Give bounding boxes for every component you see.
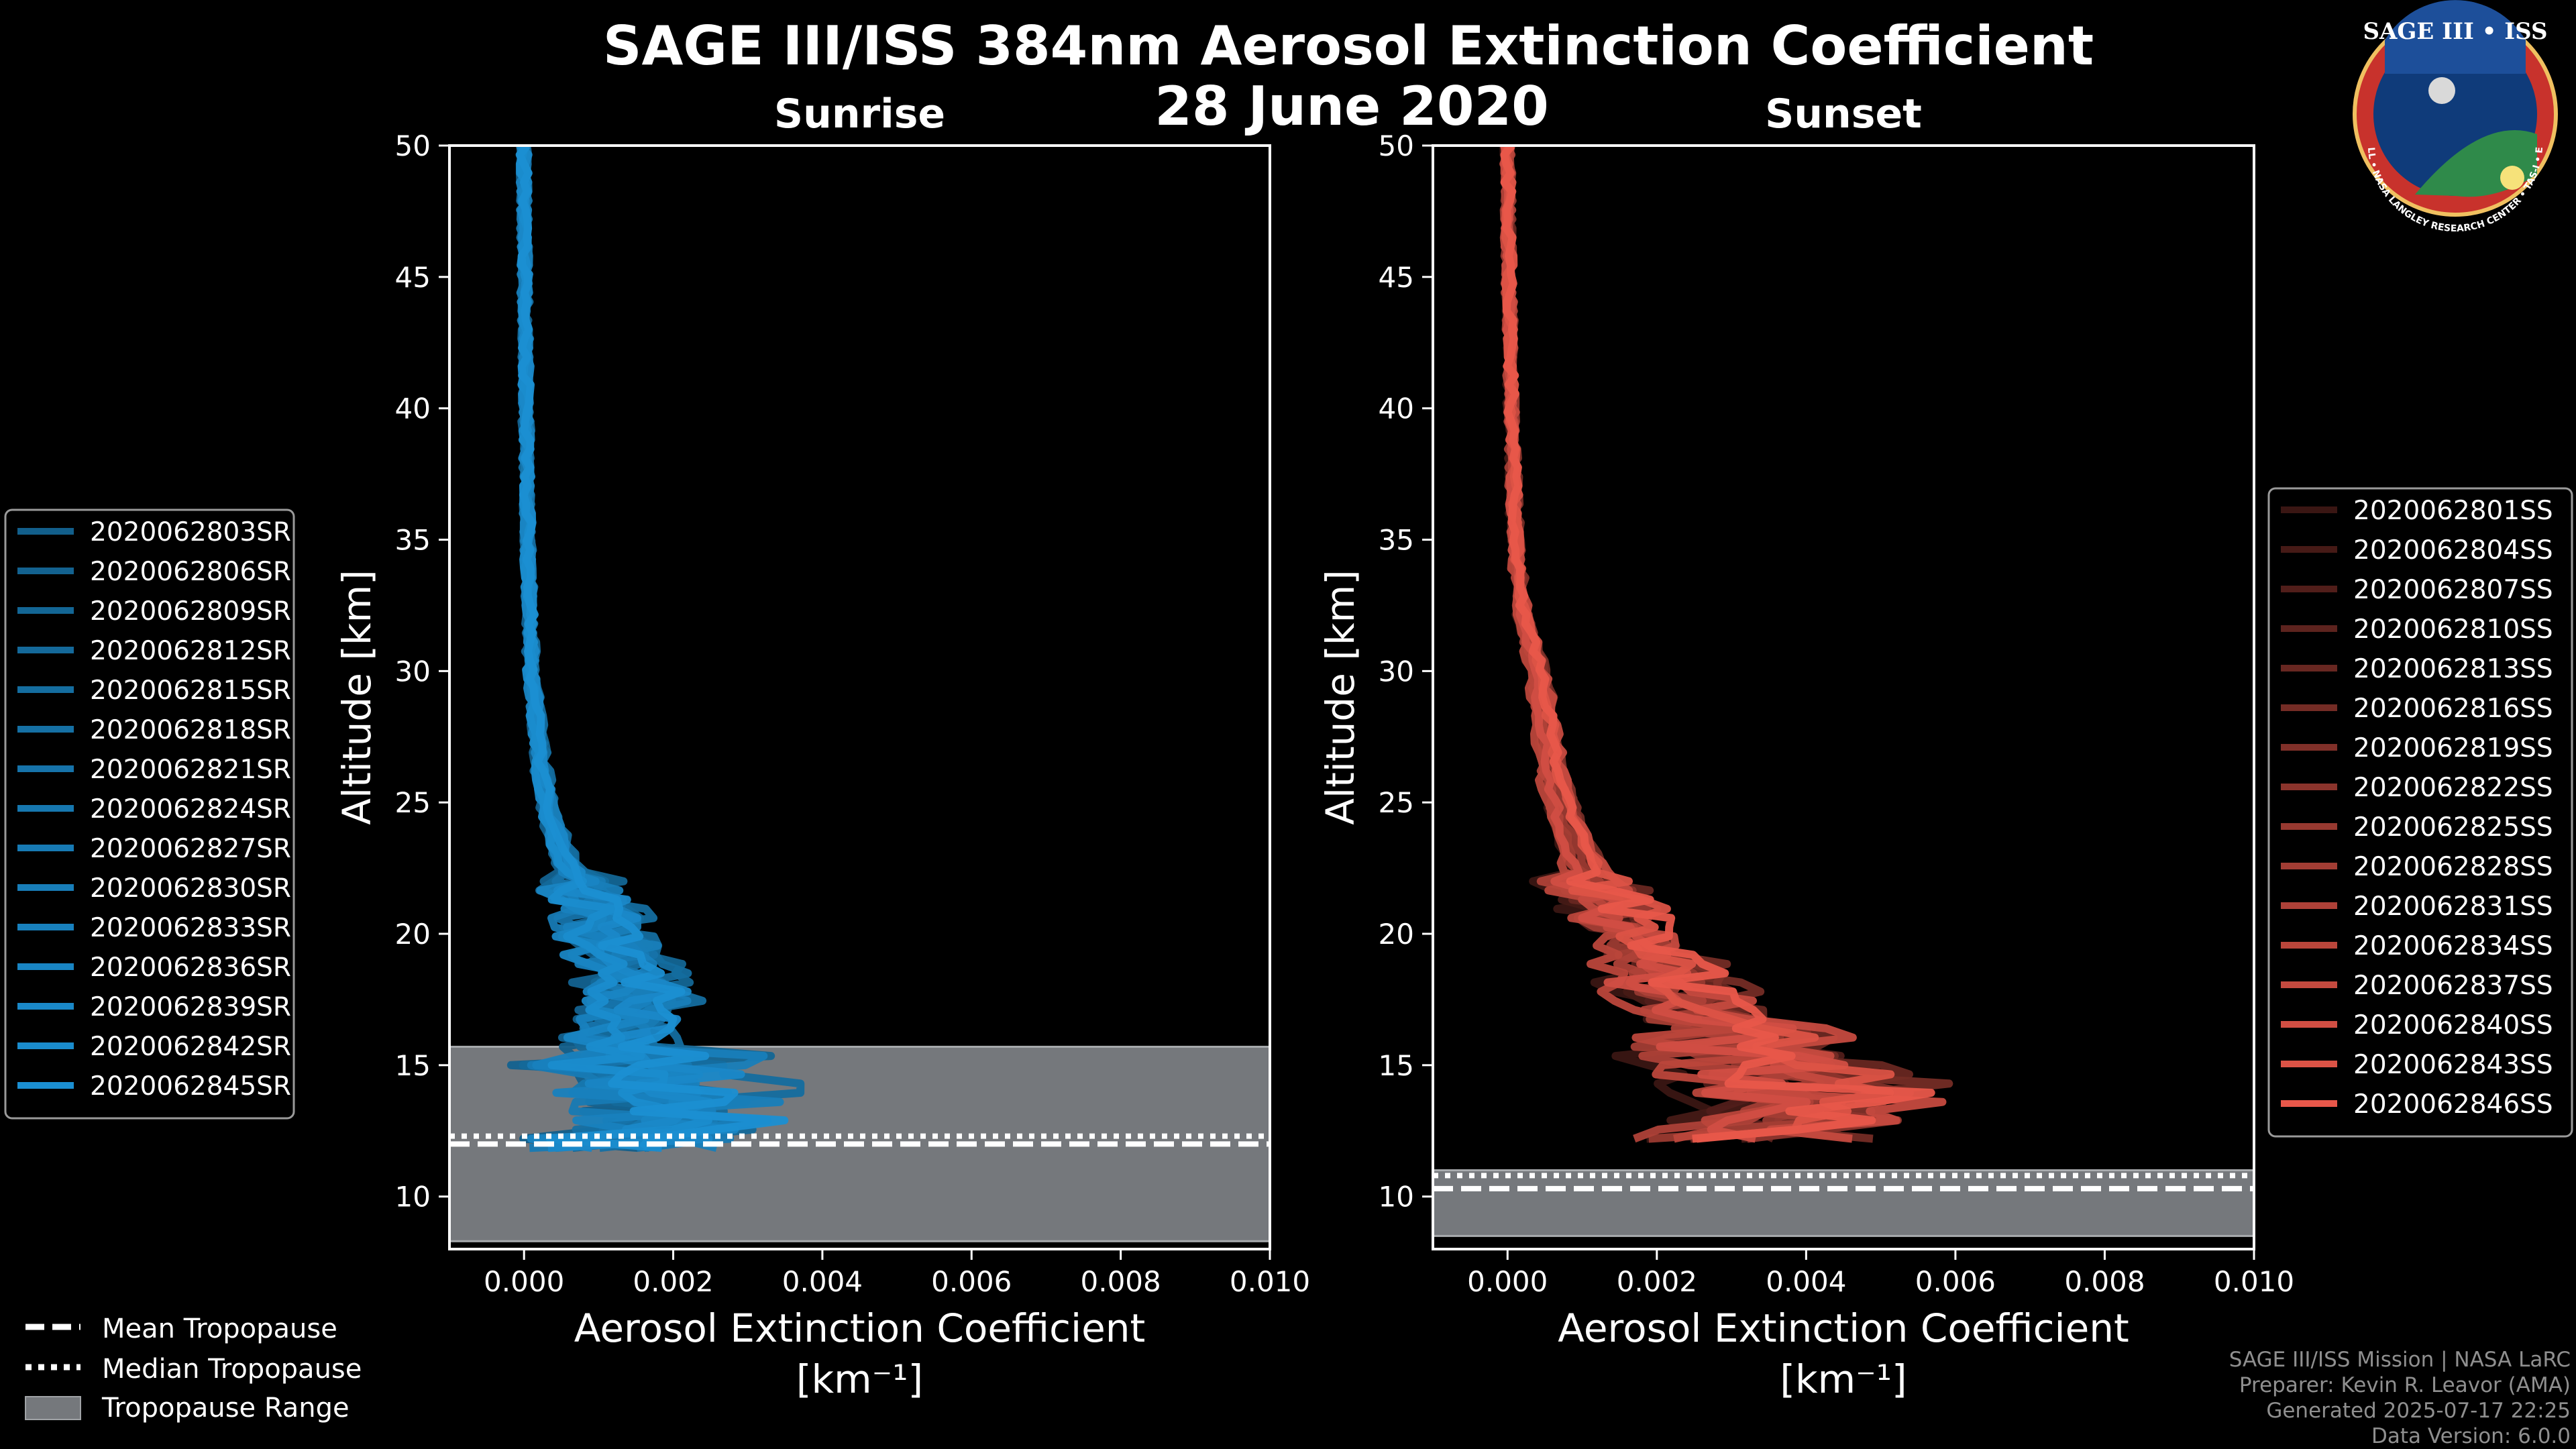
tropopause-range-band xyxy=(1432,1169,2255,1237)
median-tropopause-label: Median Tropopause xyxy=(102,1354,362,1385)
tropopause-range-swatch xyxy=(25,1396,81,1420)
panel-title: Sunset xyxy=(1765,91,1922,138)
y-tick-label: 15 xyxy=(1379,1049,1414,1082)
y-tick-label: 20 xyxy=(1379,918,1414,951)
legend-entry-2020062803SR: 2020062803SR xyxy=(90,517,291,547)
legend-box xyxy=(4,508,295,1120)
credit-data-version: Data Version: 6.0.0 xyxy=(2371,1424,2571,1448)
axes-frame xyxy=(1432,144,2255,1250)
x-axis-label: Aerosol Extinction Coefficient xyxy=(1558,1305,2129,1351)
profile-lines xyxy=(1499,146,1953,1143)
y-tick-label: 30 xyxy=(395,655,431,688)
sunrise-panel: 10 15 20 25 30 35 40 45 50 0.000 0.002 0.004 0.006 0.… xyxy=(334,91,1310,1402)
y-tick-label: 40 xyxy=(395,392,431,425)
legend-entry-2020062825SS: 2020062825SS xyxy=(2353,812,2553,843)
legend-entry-2020062816SS: 2020062816SS xyxy=(2353,694,2553,724)
legend-entry-2020062804SS: 2020062804SS xyxy=(2353,535,2553,566)
x-axis-unit: [km⁻¹] xyxy=(1780,1356,1907,1402)
legend-entry-2020062830SR: 2020062830SR xyxy=(90,873,291,904)
legend-entry-2020062801SS: 2020062801SS xyxy=(2353,496,2553,526)
legend-entry-2020062809SR: 2020062809SR xyxy=(90,596,291,627)
legend-entry-2020062806SR: 2020062806SR xyxy=(90,557,291,587)
credit-mission: SAGE III/ISS Mission | NASA LaRC xyxy=(2229,1348,2571,1372)
x-tick-label: 0.010 xyxy=(1230,1265,1310,1298)
legend-entry-2020062815SR: 2020062815SR xyxy=(90,676,291,706)
panel-title: Sunrise xyxy=(774,91,945,138)
legend-entry-2020062824SR: 2020062824SR xyxy=(90,794,291,824)
tropopause-legend: Mean Tropopause Median Tropopause Tropop… xyxy=(25,1313,362,1424)
x-axis-unit: [km⁻¹] xyxy=(796,1356,923,1402)
x-tick-label: 0.002 xyxy=(633,1265,713,1298)
y-tick-label: 10 xyxy=(1379,1181,1414,1214)
sunset-panel: 10 15 20 25 30 35 40 45 50 0.000 0.002 0.004 0.006 0.… xyxy=(1318,91,2294,1402)
x-tick-label: 0.000 xyxy=(1467,1265,1548,1298)
y-tick-label: 10 xyxy=(395,1181,431,1214)
x-tick-label: 0.008 xyxy=(1081,1265,1161,1298)
legend-entry-2020062821SR: 2020062821SR xyxy=(90,755,291,785)
x-tick-label: 0.008 xyxy=(2064,1265,2145,1298)
y-tick-label: 35 xyxy=(1379,524,1414,557)
x-tick-label: 0.006 xyxy=(931,1265,1012,1298)
y-tick-label: 15 xyxy=(395,1049,431,1082)
moon-icon xyxy=(2428,77,2455,104)
credit-preparer: Preparer: Kevin R. Leavor (AMA) xyxy=(2239,1373,2571,1397)
x-tick-label: 0.004 xyxy=(782,1265,863,1298)
legend-entry-2020062828SS: 2020062828SS xyxy=(2353,852,2553,882)
y-tick-label: 50 xyxy=(395,129,431,162)
profile-line-2020062846SS xyxy=(1500,146,1935,1143)
logo-title: SAGE III • ISS xyxy=(2363,18,2547,45)
legend-entry-2020062833SR: 2020062833SR xyxy=(90,913,291,943)
legend-entry-2020062812SR: 2020062812SR xyxy=(90,636,291,666)
y-tick-label: 25 xyxy=(1379,786,1414,819)
y-tick-label: 25 xyxy=(395,786,431,819)
legend-box xyxy=(2267,487,2573,1138)
tropopause-range-label: Tropopause Range xyxy=(101,1393,350,1424)
x-tick-label: 0.000 xyxy=(484,1265,564,1298)
x-tick-label: 0.010 xyxy=(2214,1265,2294,1298)
legend-entry-2020062819SS: 2020062819SS xyxy=(2353,733,2553,763)
y-tick-label: 45 xyxy=(1379,261,1414,294)
legend-entry-2020062818SR: 2020062818SR xyxy=(90,715,291,745)
y-tick-label: 30 xyxy=(1379,655,1414,688)
legend-entry-2020062840SS: 2020062840SS xyxy=(2353,1010,2553,1040)
legend-entry-2020062810SS: 2020062810SS xyxy=(2353,614,2553,645)
legend-entry-2020062846SS: 2020062846SS xyxy=(2353,1089,2553,1120)
figure-title-line1: SAGE III/ISS 384nm Aerosol Extinction Co… xyxy=(603,15,2094,77)
legend-entry-2020062845SR: 2020062845SR xyxy=(90,1071,291,1102)
y-axis-label: Altitude [km] xyxy=(1318,570,1363,824)
x-axis-label: Aerosol Extinction Coefficient xyxy=(574,1305,1146,1351)
profile-lines xyxy=(506,146,805,1152)
legend-entry-2020062842SR: 2020062842SR xyxy=(90,1032,291,1062)
x-tick-label: 0.004 xyxy=(1766,1265,1846,1298)
legend-entry-2020062843SS: 2020062843SS xyxy=(2353,1050,2553,1080)
legend-entry-2020062839SR: 2020062839SR xyxy=(90,992,291,1022)
legend-entry-2020062822SS: 2020062822SS xyxy=(2353,773,2553,803)
x-tick-label: 0.006 xyxy=(1915,1265,1996,1298)
y-tick-label: 40 xyxy=(1379,392,1414,425)
credits: SAGE III/ISS Mission | NASA LaRC Prepare… xyxy=(2229,1348,2571,1448)
legend-entry-2020062807SS: 2020062807SS xyxy=(2353,575,2553,605)
y-tick-label: 20 xyxy=(395,918,431,951)
legend-entry-2020062813SS: 2020062813SS xyxy=(2353,654,2553,684)
profile-line-2020062845SR xyxy=(515,146,789,1150)
y-axis-label: Altitude [km] xyxy=(334,570,380,824)
credit-generated: Generated 2025-07-17 22:25 xyxy=(2266,1399,2571,1423)
y-tick-label: 35 xyxy=(395,524,431,557)
legend-entry-2020062837SS: 2020062837SS xyxy=(2353,971,2553,1001)
mean-tropopause-label: Mean Tropopause xyxy=(102,1313,337,1344)
sunrise-series-legend: 2020062803SR 2020062806SR 2020062809SR 2020… xyxy=(4,508,295,1120)
y-tick-label: 50 xyxy=(1379,129,1414,162)
axes-frame xyxy=(448,144,1271,1250)
y-tick-label: 45 xyxy=(395,261,431,294)
legend-entry-2020062834SS: 2020062834SS xyxy=(2353,931,2553,961)
sun-icon xyxy=(2500,166,2524,190)
figure-title-line2: 28 June 2020 xyxy=(1155,75,1549,138)
legend-entry-2020062831SS: 2020062831SS xyxy=(2353,892,2553,922)
legend-entry-2020062827SR: 2020062827SR xyxy=(90,834,291,864)
sunset-series-legend: 2020062801SS 2020062804SS 2020062807SS 2020… xyxy=(2267,487,2573,1138)
legend-entry-2020062836SR: 2020062836SR xyxy=(90,953,291,983)
x-tick-label: 0.002 xyxy=(1617,1265,1697,1298)
